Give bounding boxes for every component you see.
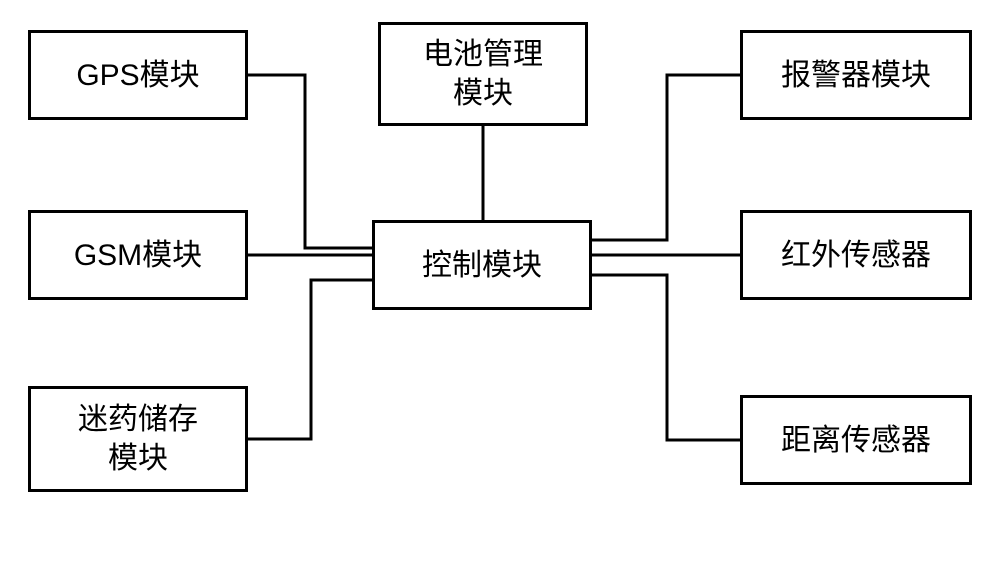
node-infrared-label: 红外传感器 (781, 236, 931, 275)
node-alarm-label: 报警器模块 (781, 56, 931, 95)
node-gps-label: GPS模块 (76, 56, 199, 95)
node-control-label: 控制模块 (422, 246, 542, 285)
node-gps: GPS模块 (28, 30, 248, 120)
node-drug-label: 迷药储存模块 (78, 400, 198, 478)
node-battery-label: 电池管理模块 (423, 35, 543, 113)
node-gsm-label: GSM模块 (74, 236, 202, 275)
node-control: 控制模块 (372, 220, 592, 310)
block-diagram: GPS模块 电池管理模块 报警器模块 GSM模块 控制模块 红外传感器 迷药储存… (0, 0, 1000, 564)
node-drug: 迷药储存模块 (28, 386, 248, 492)
node-distance: 距离传感器 (740, 395, 972, 485)
node-gsm: GSM模块 (28, 210, 248, 300)
node-distance-label: 距离传感器 (781, 421, 931, 460)
node-alarm: 报警器模块 (740, 30, 972, 120)
node-battery: 电池管理模块 (378, 22, 588, 126)
node-infrared: 红外传感器 (740, 210, 972, 300)
